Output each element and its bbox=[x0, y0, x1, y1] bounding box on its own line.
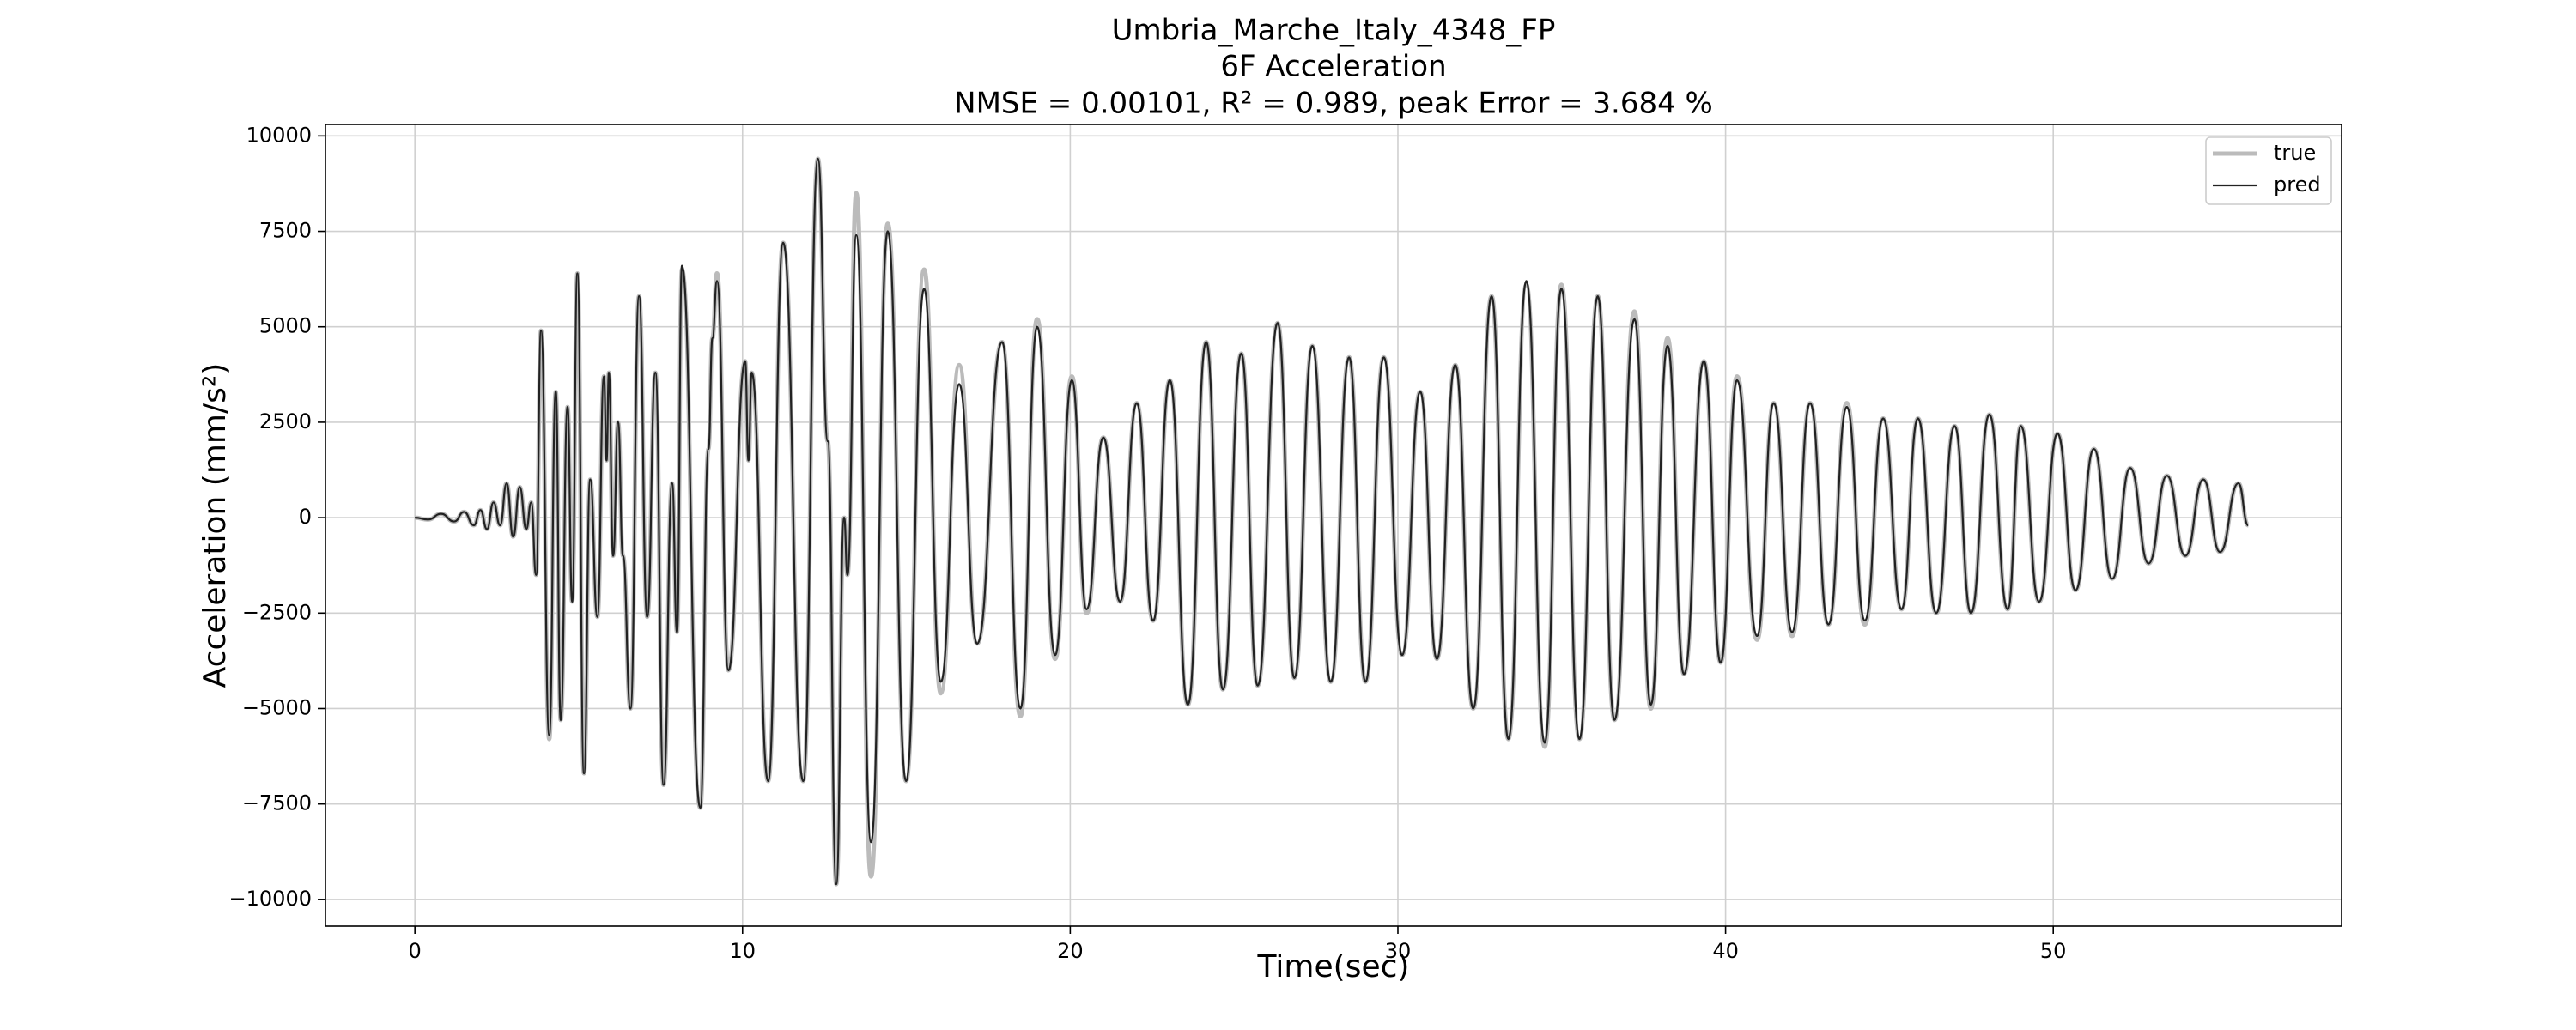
x-tick-label: 20 bbox=[1057, 939, 1084, 963]
chart-metrics: NMSE = 0.00101, R² = 0.989, peak Error =… bbox=[954, 87, 1713, 121]
y-tick-label: −7500 bbox=[242, 791, 312, 815]
y-tick-label: 10000 bbox=[246, 123, 312, 147]
y-tick-label: −10000 bbox=[229, 887, 312, 911]
x-tick-label: 30 bbox=[1385, 939, 1412, 963]
legend-label: true bbox=[2274, 141, 2316, 165]
plot-frame bbox=[325, 124, 2342, 927]
y-tick-label: 5000 bbox=[259, 314, 312, 338]
y-tick-label: 7500 bbox=[259, 219, 312, 243]
x-tick-label: 0 bbox=[409, 939, 422, 963]
legend-label: pred bbox=[2274, 173, 2321, 197]
series-line bbox=[415, 157, 2250, 886]
legend: true pred bbox=[2205, 136, 2332, 205]
y-tick-label: 0 bbox=[299, 505, 312, 529]
y-tick-label: 2500 bbox=[259, 409, 312, 433]
y-axis-label: Acceleration (mm/s²) bbox=[197, 363, 233, 688]
x-tick-label: 40 bbox=[1712, 939, 1739, 963]
x-tick-label: 50 bbox=[2040, 939, 2067, 963]
x-axis-label: Time(sec) bbox=[1257, 949, 1410, 985]
chart-title: Umbria_Marche_Italy_4348_FP bbox=[1112, 14, 1556, 48]
y-tick-label: −5000 bbox=[242, 695, 312, 719]
chart-subtitle: 6F Acceleration bbox=[1220, 50, 1446, 84]
y-tick-label: −2500 bbox=[242, 600, 312, 624]
x-tick-label: 10 bbox=[730, 939, 756, 963]
